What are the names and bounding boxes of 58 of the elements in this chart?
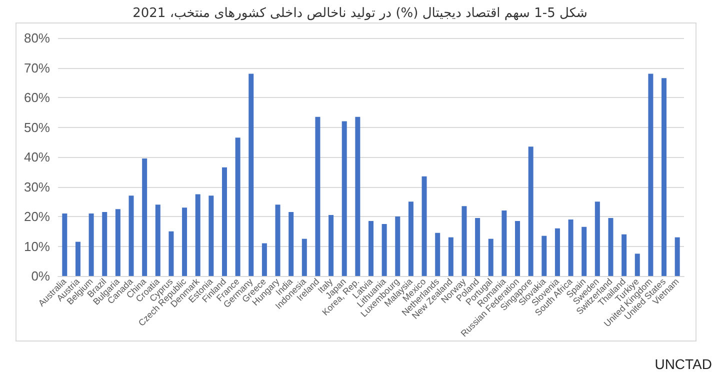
bar (315, 116, 320, 276)
bar (462, 206, 467, 276)
bar (582, 226, 587, 276)
bar (395, 216, 400, 276)
y-tick-label: 60% (24, 90, 50, 105)
y-tick-label: 10% (24, 238, 50, 254)
bar (594, 202, 600, 276)
bar (382, 224, 387, 276)
bar (128, 196, 134, 276)
bar (168, 231, 174, 276)
y-tick-label: 50% (24, 120, 50, 135)
bar (115, 209, 120, 276)
bar (435, 232, 440, 276)
bar (622, 234, 627, 276)
bar (235, 138, 240, 276)
bar (475, 218, 480, 276)
bar (662, 78, 667, 276)
bar (102, 212, 108, 276)
bar (408, 202, 414, 276)
bar (448, 237, 454, 276)
bar (222, 167, 227, 276)
chart-title: شکل 5-1 سهم اقتصاد دیجیتال (%) در تولید ناخالص داخلی کشورهای منتخب، 2021 (132, 6, 588, 21)
bar (155, 204, 160, 276)
bar (328, 215, 334, 276)
bar (355, 116, 360, 276)
bar (75, 242, 80, 276)
bar (554, 228, 560, 276)
bar (142, 158, 148, 276)
y-tick-label: 40% (24, 150, 50, 164)
bar (488, 238, 494, 276)
bar (248, 74, 254, 276)
bar (368, 220, 374, 276)
bar (608, 218, 614, 276)
bar (288, 212, 294, 276)
y-tick-label: 0% (31, 268, 50, 284)
bar (342, 121, 347, 276)
y-tick-label: 20% (24, 209, 50, 224)
bar (528, 146, 534, 276)
y-tick-label: 70% (24, 60, 50, 76)
bar (195, 194, 200, 276)
bar (182, 208, 188, 276)
bar (62, 214, 68, 276)
bar (208, 196, 214, 276)
bar (634, 254, 640, 276)
bar (422, 176, 427, 276)
bar (275, 204, 280, 276)
y-tick-label: 30% (24, 179, 50, 194)
bar (568, 219, 574, 276)
bar (542, 236, 547, 276)
bar (88, 214, 94, 276)
bar (502, 210, 507, 276)
bar (262, 243, 267, 276)
bar (515, 220, 520, 276)
bar (302, 238, 307, 276)
text: UNCTAD (654, 356, 712, 372)
bar (648, 74, 654, 276)
y-tick-label: 80% (24, 30, 50, 46)
bar (674, 237, 680, 276)
